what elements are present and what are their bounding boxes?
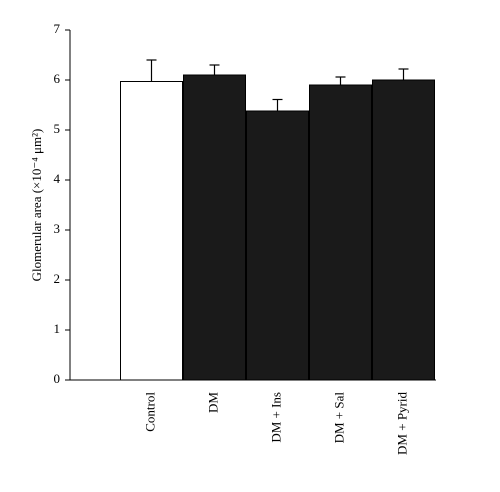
x-tick-label: DM + Pyrid [394,392,409,455]
y-tick-label: 7 [54,21,61,36]
y-tick-label: 0 [54,371,61,386]
bar [372,79,435,381]
y-tick-label: 1 [54,321,61,336]
x-tick-label: DM + Ins [268,392,283,443]
y-tick-label: 5 [54,121,61,136]
x-tick-label: Control [142,392,157,432]
y-tick-label: 2 [54,271,61,286]
bar [246,110,309,381]
x-tick-label: DM [205,392,220,413]
bar [120,81,183,381]
y-tick-label: 4 [54,171,61,186]
y-axis-label: Glomerular area (×10⁻⁴ μm²) [29,129,44,282]
y-tick-label: 6 [54,71,61,86]
bar [183,74,246,381]
x-tick-label: DM + Sal [331,392,346,444]
bar [309,84,372,381]
y-tick-label: 3 [54,221,61,236]
